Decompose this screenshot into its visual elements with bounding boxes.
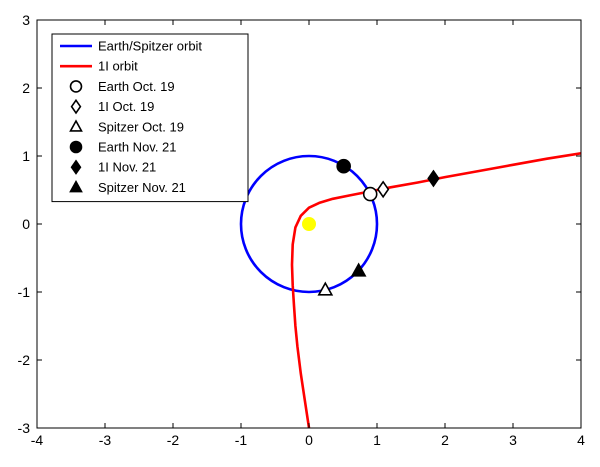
y-tick-label: 1 [22, 148, 30, 164]
sun-dot [302, 217, 316, 231]
marker-triangle-filled-7 [350, 262, 367, 277]
y-tick-label: 0 [22, 216, 30, 232]
legend-swatch-circle-filled [69, 140, 83, 154]
y-tick-label: -3 [18, 420, 31, 436]
x-tick-label: -3 [99, 432, 112, 448]
x-tick-label: 3 [509, 432, 517, 448]
marker-circle-open-2 [362, 186, 378, 202]
legend-label: Earth Oct. 19 [98, 79, 175, 94]
x-tick-label: 0 [305, 432, 313, 448]
legend-swatch-triangle-open [69, 119, 83, 132]
x-tick-label: -4 [31, 432, 44, 448]
legend-box [51, 33, 249, 203]
legend-swatch-diamond-open [70, 98, 82, 115]
marker-circle-filled-5 [336, 158, 351, 174]
oumuamua-orbit-line [290, 152, 581, 428]
x-tick-label: -2 [167, 432, 180, 448]
y-tick-label: 3 [22, 12, 30, 28]
legend-swatch-triangle-filled [69, 179, 83, 193]
legend: Earth/Spitzer orbit 1I orbit Earth Oct. 19… [51, 33, 249, 203]
x-tick-label: 4 [577, 432, 585, 448]
marker-triangle-open-4 [317, 281, 334, 296]
legend-swatch-diamond-filled [70, 159, 82, 175]
y-tick-label: -2 [18, 352, 31, 368]
legend-label: Spitzer Nov. 21 [98, 180, 186, 195]
y-tick-label: 2 [22, 80, 30, 96]
x-tick-label: -1 [235, 432, 248, 448]
legend-label: 1I Nov. 21 [98, 160, 156, 175]
earth-orbit-line [239, 154, 379, 294]
legend-label: Earth Nov. 21 [98, 140, 177, 155]
marker-diamond-filled-6 [427, 169, 440, 188]
plot-layer [239, 152, 581, 428]
x-tick-label: 1 [373, 432, 381, 448]
legend-label: 1I Oct. 19 [98, 99, 154, 114]
marker-diamond-open-3 [376, 180, 390, 199]
legend-label: 1I orbit [98, 59, 138, 74]
plot-area [239, 152, 581, 428]
x-tick-label: 2 [441, 432, 449, 448]
legend-label: Earth/Spitzer orbit [98, 39, 202, 54]
y-tick-label: -1 [18, 284, 31, 300]
legend-label: Spitzer Oct. 19 [98, 119, 184, 134]
legend-swatch-circle-open [69, 80, 83, 93]
